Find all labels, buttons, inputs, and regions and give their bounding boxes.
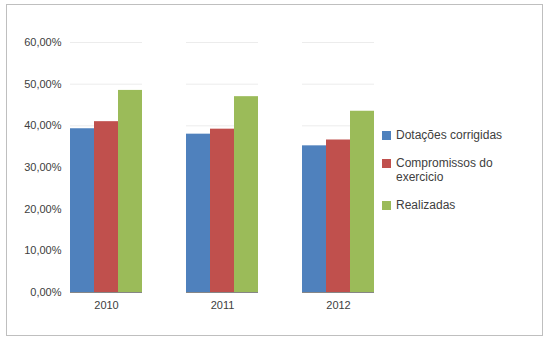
html-text:Compromissos do exercicio: Compromissos do exercicio — [396, 156, 493, 184]
svg-text:40,00%: 40,00% — [24, 119, 62, 131]
html-text:Dotações corrigidas: Dotações corrigidas — [396, 128, 503, 142]
svg-text:2010: 2010 — [94, 299, 118, 311]
svg-text:20,00%: 20,00% — [24, 203, 62, 215]
svg-text:2011: 2011 — [211, 299, 235, 311]
html-text:Realizadas: Realizadas — [396, 198, 456, 212]
svg-text:0,00%: 0,00% — [30, 286, 61, 298]
svg-text:50,00%: 50,00% — [24, 78, 62, 90]
svg-text:30,00%: 30,00% — [24, 161, 62, 173]
svg-text:2012: 2012 — [326, 299, 350, 311]
svg-text:10,00%: 10,00% — [24, 244, 62, 256]
svg-text:60,00%: 60,00% — [24, 36, 62, 48]
